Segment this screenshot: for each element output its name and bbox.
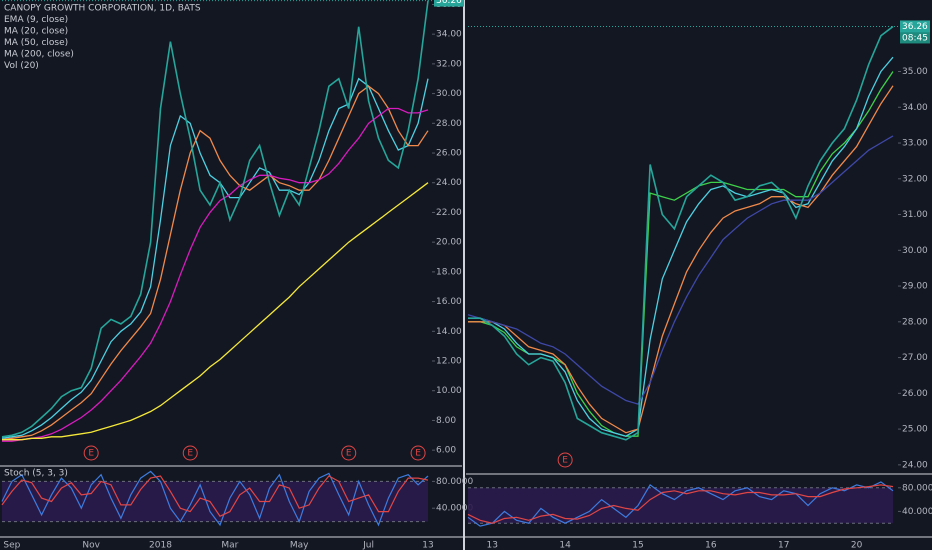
legend-entry: MA (50, close) (4, 38, 68, 48)
legend-entry: EMA (9, close) (4, 15, 68, 25)
stoch-tick-label: 40.0000 (436, 504, 473, 514)
stoch-tick-label: 80.0000 (436, 477, 473, 487)
x-tick-label: Jul (362, 541, 374, 550)
earnings-marker (83, 445, 99, 461)
y-tick-label: 26.00 (902, 389, 928, 399)
chart-title: CANOPY GROWTH CORPORATION, 1D, BATS (4, 4, 201, 14)
y-tick-label: 35.00 (902, 67, 928, 77)
earnings-label: E (562, 456, 568, 466)
y-tick-label: 33.00 (902, 139, 928, 149)
x-tick-label: Nov (82, 541, 100, 550)
y-tick-label: 34.00 (902, 103, 928, 113)
last-price-label: 36.26 (902, 22, 928, 32)
earnings-label: E (187, 449, 193, 459)
stoch-tick-label: 40.0000 (902, 507, 932, 517)
x-tick-label: 14 (559, 541, 571, 550)
x-tick-label: 13 (422, 541, 433, 550)
legend-entry: MA (20, close) (4, 27, 68, 37)
moving-average (1, 77, 429, 439)
y-tick-label: 25.00 (902, 425, 928, 435)
y-tick-label: 32.00 (436, 59, 462, 69)
y-tick-label: 24.00 (902, 460, 928, 470)
moving-average (468, 85, 894, 434)
earnings-marker (341, 445, 357, 461)
x-tick-label: Sep (3, 541, 20, 550)
y-tick-label: 26.00 (436, 149, 462, 159)
y-tick-label: 8.00 (436, 416, 456, 426)
last-price-box (900, 20, 930, 33)
x-tick-label: 16 (705, 541, 717, 550)
stoch-band (2, 481, 428, 522)
y-tick-label: 28.00 (902, 317, 928, 327)
last-price-box (434, 0, 464, 7)
y-tick-label: 20.00 (436, 238, 462, 248)
y-tick-label: 14.00 (436, 327, 462, 337)
x-tick-label: 13 (487, 541, 498, 550)
moving-average (2, 107, 429, 442)
x-tick-label: 20 (851, 541, 863, 550)
y-tick-label: 34.00 (436, 30, 462, 40)
legend-entry: Vol (20) (4, 61, 39, 71)
moving-average (468, 56, 894, 437)
moving-average (467, 135, 894, 405)
y-tick-label: 30.00 (436, 89, 462, 99)
moving-average (1, 85, 429, 441)
earnings-marker (182, 445, 198, 461)
earnings-label: E (88, 449, 94, 459)
y-tick-label: 28.00 (436, 119, 462, 129)
y-tick-label: 31.00 (902, 210, 928, 220)
x-tick-label: Mar (221, 541, 238, 550)
last-price-label: 36.26 (436, 0, 462, 6)
stoch-tick-label: 80.0000 (902, 483, 932, 493)
stoch-line (1, 470, 429, 527)
price-line (1, 0, 429, 438)
price-line (468, 25, 894, 441)
y-tick-label: 6.00 (436, 446, 456, 456)
y-tick-label: 27.00 (902, 353, 928, 363)
countdown-box (900, 32, 930, 44)
x-tick-label: 15 (632, 541, 643, 550)
moving-average (2, 182, 429, 441)
countdown-label: 08:45 (902, 33, 928, 43)
y-tick-label: 24.00 (436, 178, 462, 188)
stoch-line (1, 475, 429, 517)
x-tick-label: 17 (778, 541, 789, 550)
earnings-label: E (346, 449, 352, 459)
earnings-label: E (415, 449, 421, 459)
y-tick-label: 22.00 (436, 208, 462, 218)
earnings-marker (557, 452, 573, 468)
y-tick-label: 29.00 (902, 282, 928, 292)
y-tick-label: 30.00 (902, 246, 928, 256)
stoch-line (467, 484, 894, 524)
stoch-label: Stoch (5, 3, 3) (4, 469, 68, 479)
y-tick-label: 18.00 (436, 267, 462, 277)
y-tick-label: 32.00 (902, 174, 928, 184)
earnings-marker (410, 445, 426, 461)
x-tick-label: May (290, 541, 309, 550)
y-tick-label: 12.00 (436, 357, 462, 367)
stoch-line (467, 481, 894, 527)
y-tick-label: 16.00 (436, 297, 462, 307)
x-tick-label: 2018 (149, 541, 172, 550)
legend-entry: MA (200, close) (4, 50, 74, 60)
y-tick-label: 10.00 (436, 386, 462, 396)
